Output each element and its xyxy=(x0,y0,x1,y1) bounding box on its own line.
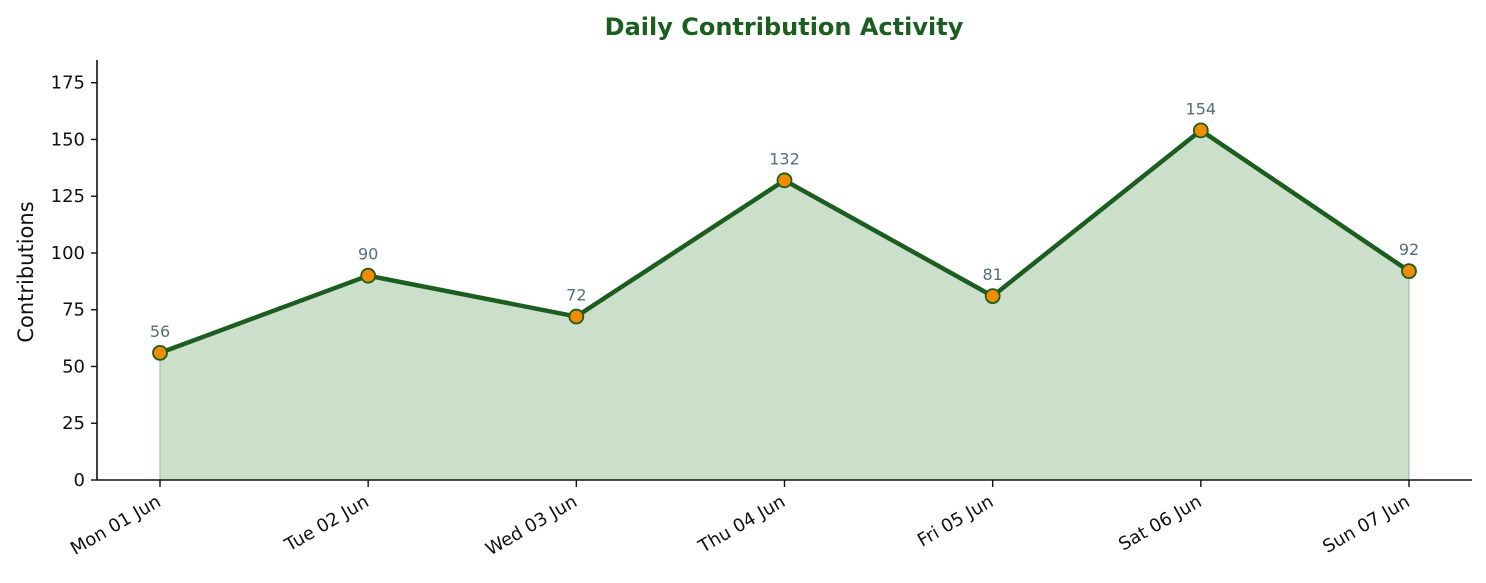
y-tick-label: 50 xyxy=(62,356,85,377)
data-label: 92 xyxy=(1399,240,1419,259)
y-tick-label: 125 xyxy=(51,186,85,207)
x-tick-label: Sat 06 Jun xyxy=(1115,491,1205,555)
data-point xyxy=(1401,263,1417,280)
data-label: 56 xyxy=(150,322,170,341)
y-tick-label: 150 xyxy=(51,129,85,150)
data-point xyxy=(360,267,377,284)
marker-layer xyxy=(152,122,1417,361)
data-label: 154 xyxy=(1186,99,1217,118)
data-label: 72 xyxy=(566,286,586,305)
y-tick-label: 100 xyxy=(51,243,85,264)
data-point xyxy=(568,308,585,325)
data-point xyxy=(984,288,1001,305)
data-label: 90 xyxy=(358,245,378,264)
area-layer xyxy=(159,130,1410,481)
x-tick-label: Wed 03 Jun xyxy=(482,491,581,560)
data-point xyxy=(152,344,168,361)
y-tick-label: 175 xyxy=(51,73,85,94)
data-point xyxy=(1192,122,1209,139)
y-tick-label: 25 xyxy=(62,413,85,434)
chart-title: Daily Contribution Activity xyxy=(605,13,964,41)
x-tick-label: Tue 02 Jun xyxy=(281,491,373,556)
data-point xyxy=(776,172,793,189)
x-tick-label: Sun 07 Jun xyxy=(1319,491,1413,558)
y-axis-label: Contributions xyxy=(14,201,38,342)
y-tick-label: 75 xyxy=(62,300,85,321)
data-label: 132 xyxy=(769,149,800,168)
x-tick-label: Thu 04 Jun xyxy=(694,491,789,558)
data-label-layer: 56 90 72 132 81 154 92 xyxy=(150,99,1419,340)
x-tick-label: Mon 01 Jun xyxy=(67,491,164,559)
area-fill xyxy=(160,130,1409,481)
x-tick-label: Fri 05 Jun xyxy=(914,491,997,551)
y-tick-label: 0 xyxy=(74,470,85,491)
data-label: 81 xyxy=(982,265,1002,284)
